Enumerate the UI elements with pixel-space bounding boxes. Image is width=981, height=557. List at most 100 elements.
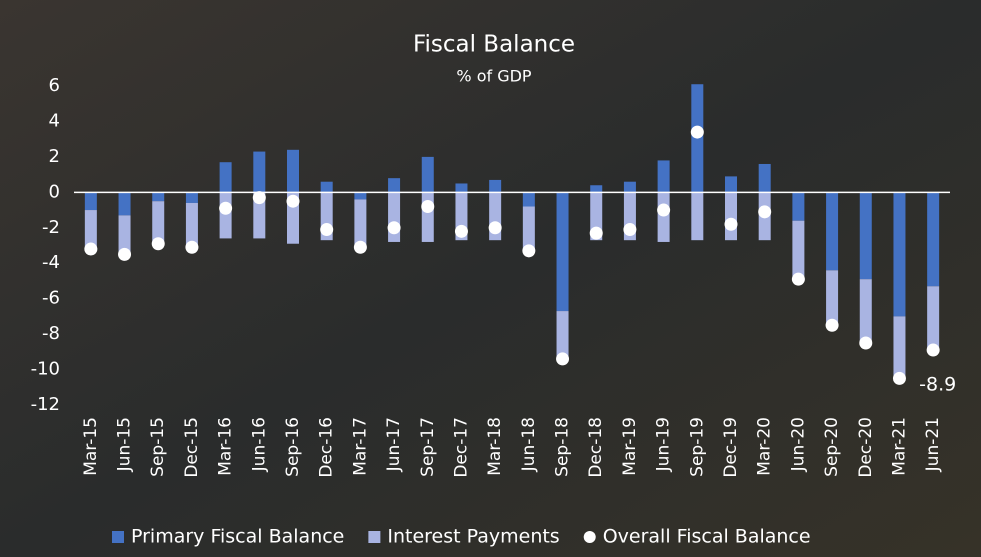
bar-primary [388,178,401,193]
overall-dot [320,223,334,237]
bar-primary [253,151,266,193]
x-tick-label: Dec-20 [856,417,876,478]
overall-dot [353,240,367,254]
bar-primary [185,192,198,203]
bar-interest [253,192,266,239]
bar-primary [859,192,872,280]
bar-primary [522,192,535,207]
overall-dot [859,336,873,350]
legend-swatch [112,531,124,543]
overall-dot [589,226,603,240]
overall-dot [84,242,98,256]
x-tick-label: Mar-18 [485,417,505,476]
bar-interest [421,192,434,242]
overall-dot [387,221,401,235]
bar-interest [556,311,569,359]
y-tick-label: 2 [49,146,60,167]
overall-dot [892,371,906,385]
bar-interest [185,202,198,248]
x-tick-label: Dec-16 [317,417,337,478]
y-tick-label: -10 [31,359,60,380]
bar-primary [152,192,165,202]
bar-primary [725,176,737,193]
bar-interest [927,286,940,351]
y-tick-label: 6 [49,75,60,96]
bar-interest [893,316,906,379]
x-tick-label: Dec-17 [451,417,471,478]
bar-interest [84,210,97,250]
bar-primary [219,162,232,193]
x-tick-label: Dec-19 [721,417,741,478]
legend-swatch [583,531,596,543]
bar-primary [455,183,468,193]
data-label: -8.9 [919,374,956,396]
bar-primary [489,179,502,193]
overall-dot [522,244,536,258]
bar-primary [118,192,131,216]
bar-interest [792,220,805,280]
y-tick-label: -4 [42,252,60,273]
overall-dot [623,223,637,237]
overall-dot [219,201,233,215]
x-tick-label: Mar-17 [350,417,370,476]
bar-primary [792,192,805,221]
overall-dot [926,343,940,357]
x-tick-label: Mar-15 [81,417,101,476]
overall-dot [791,272,805,286]
bar-interest [725,192,737,241]
bar-interest [859,279,872,343]
y-tick-label: -6 [42,288,60,309]
bar-primary [84,192,97,211]
y-tick-label: 0 [49,181,60,202]
overall-dot [556,352,570,366]
x-tick-label: Sep-19 [687,417,707,477]
bar-primary [421,156,434,193]
bar-primary [758,163,771,193]
x-tick-label: Dec-15 [182,417,202,478]
overall-dot [724,217,738,231]
legend-label: Primary Fiscal Balance [131,526,344,548]
bar-interest [118,215,131,255]
legend-swatch [368,531,381,543]
overall-dot [657,203,671,217]
x-tick-label: Sep-15 [148,417,168,477]
bar-interest [657,192,670,242]
bar-interest [152,201,165,244]
x-tick-label: Dec-18 [586,417,606,478]
x-tick-label: Mar-21 [889,417,909,476]
overall-dot [286,194,300,208]
x-tick-label: Mar-16 [216,417,236,476]
bar-primary [590,185,603,193]
legend-label: Interest Payments [387,526,559,548]
bar-interest [219,192,232,239]
overall-dot [690,125,704,139]
y-tick-label: 4 [49,110,60,131]
bar-interest [691,192,704,241]
x-tick-label: Sep-17 [418,417,438,477]
bar-interest [388,192,401,242]
bar-interest [354,199,367,248]
bar-interest [826,270,839,326]
chart-subtitle: % of GDP [456,67,532,86]
x-tick-label: Sep-20 [822,417,842,477]
overall-dot [825,318,839,332]
x-tick-label: Jun-15 [115,417,135,472]
bar-primary [354,192,367,200]
overall-dot [151,237,165,251]
overall-dot [421,200,435,214]
x-tick-label: Sep-18 [553,417,573,477]
y-tick-label: -12 [31,394,60,415]
x-tick-label: Mar-19 [620,417,640,476]
legend-label: Overall Fiscal Balance [603,526,811,548]
bar-primary [927,192,940,287]
x-tick-label: Jun-17 [384,417,404,472]
bar-primary [320,181,333,193]
overall-dot [488,221,502,235]
overall-dot [454,224,468,238]
x-tick-label: Jun-18 [519,417,539,472]
overall-dot [252,191,266,205]
y-tick-label: -8 [42,323,60,344]
